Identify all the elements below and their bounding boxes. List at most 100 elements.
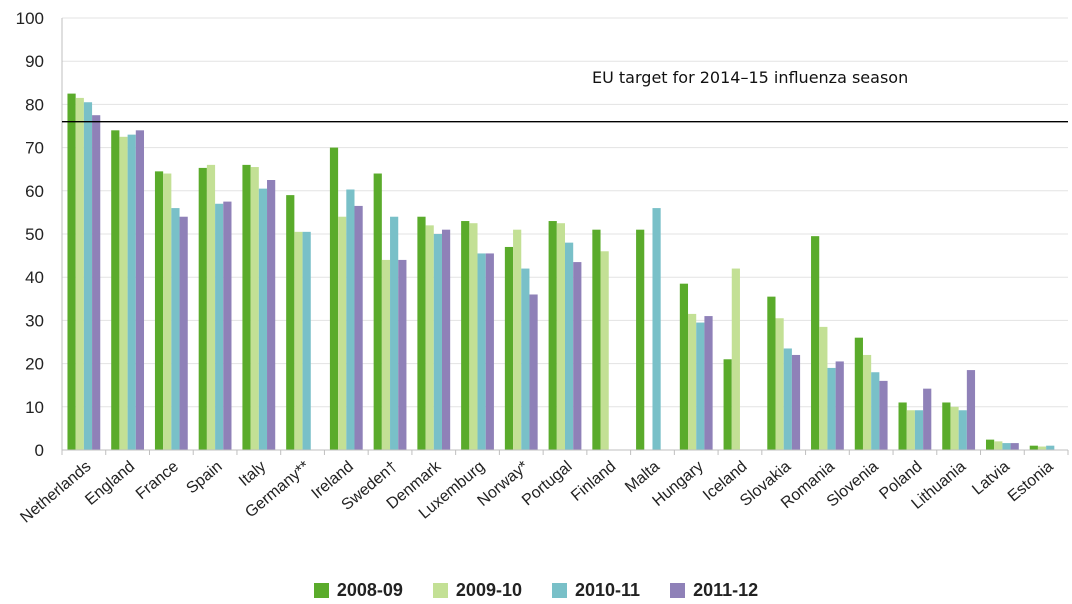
bar-2008-09-Finland	[592, 229, 601, 450]
x-tick-label: Spain	[183, 458, 225, 497]
bar-2008-09-Portugal	[548, 221, 557, 450]
bar-2009-10-Hungary	[688, 313, 697, 450]
bar-2010-11-England	[127, 134, 136, 450]
bar-2010-11-Romania	[827, 367, 836, 450]
bar-2009-10-Iceland	[731, 268, 740, 450]
x-tick-label: Finland	[568, 458, 619, 505]
bar-2009-10-Germany**	[294, 231, 303, 450]
bar-2009-10-Slovenia	[862, 354, 872, 450]
bar-2009-10-Netherlands	[75, 97, 84, 451]
bar-2010-11-Denmark	[433, 234, 442, 450]
bar-2008-09-Slovenia	[854, 337, 863, 450]
legend-swatch	[432, 582, 448, 598]
bar-2009-10-Lithuania	[950, 406, 959, 450]
bar-2008-09-Denmark	[417, 216, 426, 450]
y-tick-label: 50	[25, 225, 44, 244]
bar-2008-09-Hungary	[679, 283, 689, 450]
bar-2008-09-Latvia	[985, 439, 995, 450]
bar-2011-12-Latvia	[1010, 443, 1019, 450]
bar-2008-09-Slovakia	[767, 296, 776, 450]
x-tick-label: Italy	[236, 458, 269, 490]
bar-2010-11-Ireland	[346, 189, 355, 450]
bar-2011-12-France	[179, 216, 188, 450]
bar-2008-09-England	[111, 130, 120, 450]
bar-2011-12-Spain	[223, 201, 232, 450]
legend-item: 2010-11	[551, 579, 641, 601]
bar-2009-10-Norway*	[513, 229, 522, 450]
bar-2011-12-Luxemburg	[485, 253, 494, 450]
bar-2010-11-Spain	[215, 203, 224, 450]
bar-2008-09-Spain	[198, 167, 207, 451]
bar-2008-09-Netherlands	[67, 93, 76, 450]
y-tick-label: 70	[25, 139, 44, 158]
bar-2010-11-Lithuania	[958, 410, 967, 450]
bar-2010-11-Poland	[914, 410, 924, 450]
bar-2009-10-Luxemburg	[469, 223, 478, 450]
bar-2011-12-Norway*	[529, 294, 538, 450]
legend-label: 2010-11	[574, 579, 641, 600]
legend-swatch	[670, 582, 686, 598]
bars	[67, 93, 1055, 451]
bar-2011-12-Italy	[267, 180, 276, 450]
bar-2010-11-Slovenia	[871, 372, 880, 450]
bar-2011-12-Slovenia	[879, 380, 888, 450]
bar-2010-11-Latvia	[1002, 443, 1011, 450]
bar-2011-12-Lithuania	[966, 370, 976, 450]
legend-label: 2009-10	[455, 579, 522, 600]
x-tick-label: England	[82, 458, 138, 509]
bar-2010-11-Slovakia	[783, 348, 792, 450]
y-tick-label: 30	[25, 311, 44, 330]
bar-2008-09-Estonia	[1029, 445, 1038, 450]
eu-target-annotation: EU target for 2014–15 influenza season	[592, 68, 908, 87]
y-tick-label: 0	[35, 441, 44, 460]
bar-2009-10-Romania	[819, 326, 828, 450]
x-tick-label: France	[133, 458, 182, 503]
y-tick-label: 80	[25, 95, 44, 114]
bar-2008-09-Lithuania	[942, 402, 951, 450]
bar-2010-11-Malta	[652, 208, 661, 450]
bar-2011-12-Slovakia	[791, 354, 801, 450]
bar-2010-11-Sweden†	[390, 216, 399, 450]
bar-2008-09-Iceland	[723, 359, 732, 450]
bar-2011-12-Portugal	[573, 262, 582, 450]
bar-2010-11-Portugal	[565, 242, 574, 450]
bar-2011-12-Poland	[923, 388, 932, 450]
legend-label: 2008-09	[336, 579, 403, 600]
bar-2008-09-Poland	[898, 402, 907, 450]
bar-2009-10-Sweden†	[381, 259, 391, 450]
legend-item: 2008-09	[313, 579, 403, 601]
bar-2009-10-Slovakia	[775, 318, 784, 450]
axes	[61, 18, 1069, 455]
bar-2010-11-France	[171, 208, 180, 450]
bar-2011-12-Sweden†	[398, 259, 407, 450]
bar-2011-12-England	[135, 130, 145, 450]
bar-2010-11-Germany**	[302, 231, 311, 450]
bar-2009-10-Portugal	[556, 223, 565, 450]
bar-2010-11-Netherlands	[83, 102, 93, 451]
legend-label: 2011-12	[693, 579, 759, 600]
bar-2009-10-Denmark	[425, 225, 434, 450]
bar-2010-11-Hungary	[696, 322, 705, 450]
bar-2008-09-Luxemburg	[461, 221, 470, 450]
legend-item: 2011-12	[670, 580, 758, 601]
bar-2009-10-Italy	[250, 167, 259, 451]
bar-2008-09-France	[154, 171, 164, 451]
x-tick-label: Portugal	[519, 458, 576, 509]
bar-2008-09-Italy	[242, 164, 251, 450]
bar-2011-12-Ireland	[354, 205, 363, 450]
bar-2011-12-Romania	[835, 361, 844, 450]
bar-2009-10-England	[119, 136, 128, 451]
bar-2009-10-Latvia	[994, 441, 1003, 450]
y-tick-label: 40	[25, 268, 44, 287]
bar-2011-12-Netherlands	[92, 115, 101, 450]
y-tick-labels: 0 10 20 30 40 50 60 70 80 90 100	[16, 9, 44, 460]
bar-2009-10-Finland	[600, 251, 609, 450]
bar-2008-09-Ireland	[329, 147, 339, 450]
bar-2008-09-Romania	[811, 236, 820, 450]
y-tick-label: 100	[16, 9, 44, 28]
bar-2009-10-France	[163, 173, 172, 450]
y-tick-label: 60	[25, 182, 44, 201]
bar-2010-11-Estonia	[1046, 445, 1055, 450]
legend-swatch	[313, 582, 329, 598]
